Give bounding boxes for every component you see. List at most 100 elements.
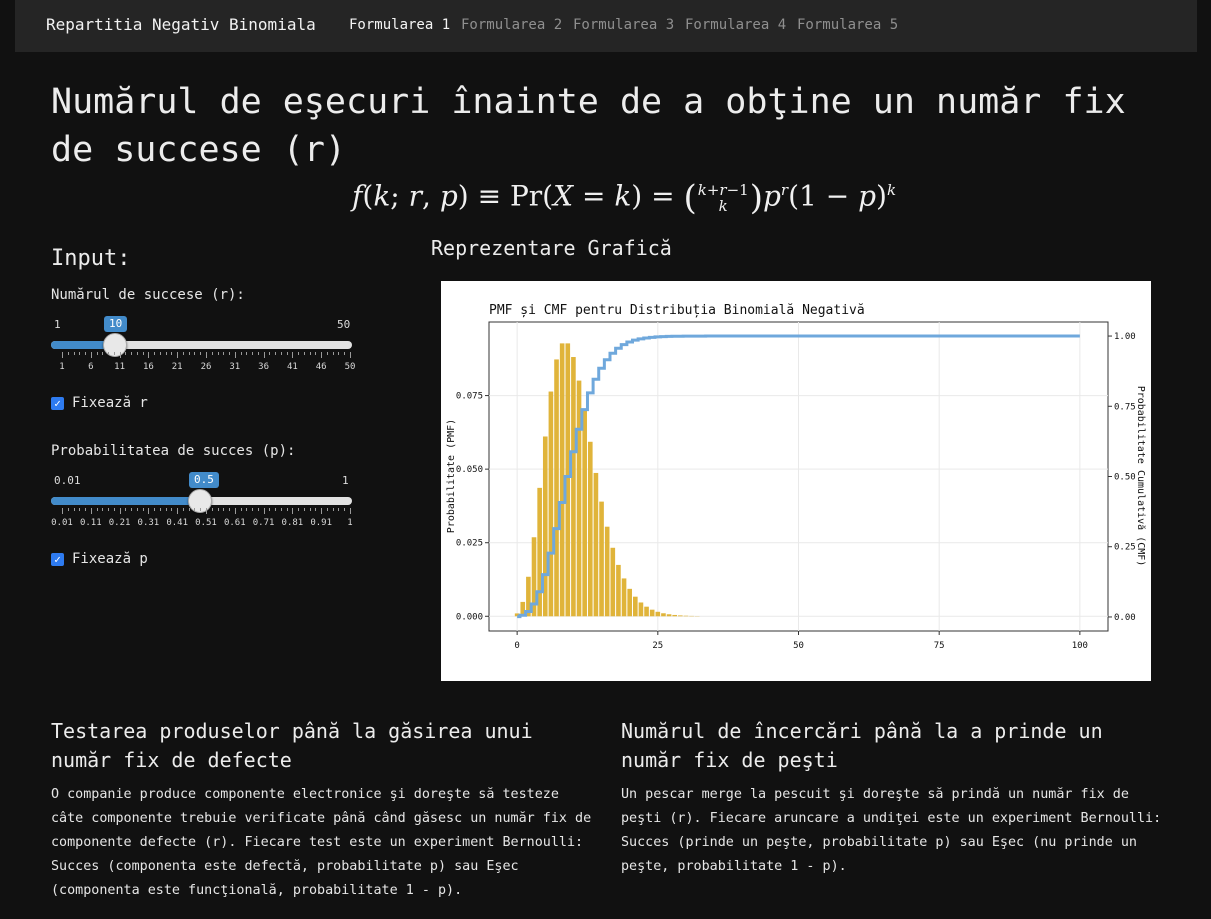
y2-tick-label: 0.00 xyxy=(1114,613,1136,623)
pmf-bar xyxy=(571,357,576,617)
slider-p-tick xyxy=(148,508,150,514)
pmf-bar xyxy=(526,576,531,617)
pmf-bar xyxy=(559,343,565,617)
slider-r-tick-label: 46 xyxy=(315,362,327,372)
slider-p-minor-tick xyxy=(200,508,202,511)
y2-tick-label: 0.25 xyxy=(1114,543,1136,553)
pmf-bar xyxy=(661,613,666,617)
slider-r-minor-tick xyxy=(108,352,110,355)
slider-p-tick-label: 0.81 xyxy=(281,518,304,528)
checkbox-checked-icon[interactable]: ✓ xyxy=(51,396,64,410)
card-text-defects: O companie produce componente electronic… xyxy=(51,787,592,898)
slider-p-tick-label: 0.11 xyxy=(79,518,102,528)
slider-r-tick-label: 36 xyxy=(258,362,270,372)
slider-r-fill xyxy=(51,341,114,349)
chart-frame: PMF și CMF pentru Distribuția Binomială … xyxy=(441,281,1151,681)
x-tick-label: 100 xyxy=(1072,641,1088,651)
x-tick-label: 75 xyxy=(934,641,945,651)
slider-r-minor-tick xyxy=(269,352,271,355)
fix-p-checkbox[interactable]: ✓ Fixează p xyxy=(51,551,148,567)
slider-p-minor-tick xyxy=(246,508,248,511)
slider-p-tick xyxy=(90,508,92,514)
navbar-brand[interactable]: Repartitia Negativ Binomiala xyxy=(46,15,316,34)
slider-p-minor-tick xyxy=(223,508,225,511)
pmf-bar xyxy=(531,537,537,617)
pmf-bar xyxy=(542,436,548,617)
pmf-bar xyxy=(649,609,655,617)
slider-p-minor-tick xyxy=(332,508,334,511)
slider-p-minor-tick xyxy=(125,508,127,511)
slider-p-minor-tick xyxy=(102,508,104,511)
pmf-bar xyxy=(520,601,526,617)
slider-r-track[interactable] xyxy=(51,341,352,349)
pmf-bar xyxy=(683,615,689,617)
tab-formularea-2[interactable]: Formularea 2 xyxy=(461,17,563,33)
slider-p-minor-tick xyxy=(113,508,115,511)
slider-r-minor-tick xyxy=(159,352,161,355)
slider-r-tick xyxy=(263,352,265,358)
slider-r-minor-tick xyxy=(188,352,190,355)
slider-r-minor-tick xyxy=(131,352,133,355)
slider-r-tick xyxy=(148,352,150,358)
slider-r-minor-tick xyxy=(257,352,259,355)
pmf-bar xyxy=(587,441,593,617)
fix-r-checkbox[interactable]: ✓ Fixează r xyxy=(51,395,148,411)
tab-formularea-4[interactable]: Formularea 4 xyxy=(685,17,787,33)
pmf-cmf-chart[interactable]: PMF și CMF pentru Distribuția Binomială … xyxy=(441,281,1151,681)
slider-r-minor-tick xyxy=(338,352,340,355)
slider-r-tick xyxy=(321,352,323,358)
slider-p-tick-label: 0.31 xyxy=(137,518,160,528)
slider-r-minor-tick xyxy=(217,352,219,355)
slider-p-tick xyxy=(119,508,121,514)
tab-formularea-1[interactable]: Formularea 1 xyxy=(349,17,451,33)
slider-p-handle[interactable] xyxy=(188,489,212,513)
slider-p-minor-tick xyxy=(211,508,213,511)
slider-p-minor-tick xyxy=(165,508,167,511)
slider-p-minor-tick xyxy=(309,508,311,511)
slider-r-minor-tick xyxy=(79,352,81,355)
slider-p-minor-tick xyxy=(159,508,161,511)
slider-p-fill xyxy=(51,497,199,505)
slider-p-minor-tick xyxy=(303,508,305,511)
slider-p-ticks: 0.01 0.11 0.21 0.31 0.41 0.51 0.61 0.71 0.81 0.91… xyxy=(51,508,353,528)
pmf-bar xyxy=(514,613,520,617)
pmf-bar xyxy=(604,526,610,617)
slider-r-max: 50 xyxy=(337,318,351,331)
slider-p-minor-tick xyxy=(286,508,288,511)
checkbox-checked-icon[interactable]: ✓ xyxy=(51,552,64,566)
slider-p-minor-tick xyxy=(298,508,300,511)
pmf-bar xyxy=(548,391,554,617)
slider-r-minor-tick xyxy=(73,352,75,355)
pmf-bar xyxy=(610,547,616,617)
tab-formularea-5[interactable]: Formularea 5 xyxy=(797,17,899,33)
slider-p-tick-label: 0.41 xyxy=(166,518,189,528)
slider-r-minor-tick xyxy=(96,352,98,355)
y-tick-label: 0.000 xyxy=(456,612,483,622)
slider-r-label: Numărul de succese (r): xyxy=(51,287,245,303)
fix-p-label: Fixează p xyxy=(72,551,148,567)
slider-p-minor-tick xyxy=(136,508,138,511)
slider-p-minor-tick xyxy=(142,508,144,511)
slider-r-minor-tick xyxy=(136,352,138,355)
y2-tick-label: 1.00 xyxy=(1114,332,1136,342)
slider-r-minor-tick xyxy=(154,352,156,355)
pmf-bar xyxy=(554,359,559,617)
slider-r-tick-label: 6 xyxy=(88,362,94,372)
slider-p-tick xyxy=(62,508,63,514)
y2-axis-label: Probabilitate Cumulativă (CMF) xyxy=(1135,386,1147,567)
input-title: Input: xyxy=(51,246,131,271)
slider-r-minor-tick xyxy=(142,352,144,355)
card-title-defects: Testarea produselor până la găsirea unui… xyxy=(51,719,533,772)
slider-r-tick xyxy=(350,352,351,358)
tab-formularea-3[interactable]: Formularea 3 xyxy=(573,17,675,33)
pmf-bar xyxy=(576,380,582,617)
slider-p-minor-tick xyxy=(96,508,98,511)
slider-r-minor-tick xyxy=(194,352,196,355)
pmf-bar xyxy=(582,410,587,617)
slider-p-tick xyxy=(263,508,265,514)
slider-r-handle[interactable] xyxy=(103,333,127,357)
slider-p-minor-tick xyxy=(344,508,346,511)
slider-p-minor-tick xyxy=(182,508,184,511)
slider-r-minor-tick xyxy=(200,352,202,355)
pmf-bar xyxy=(678,615,683,617)
